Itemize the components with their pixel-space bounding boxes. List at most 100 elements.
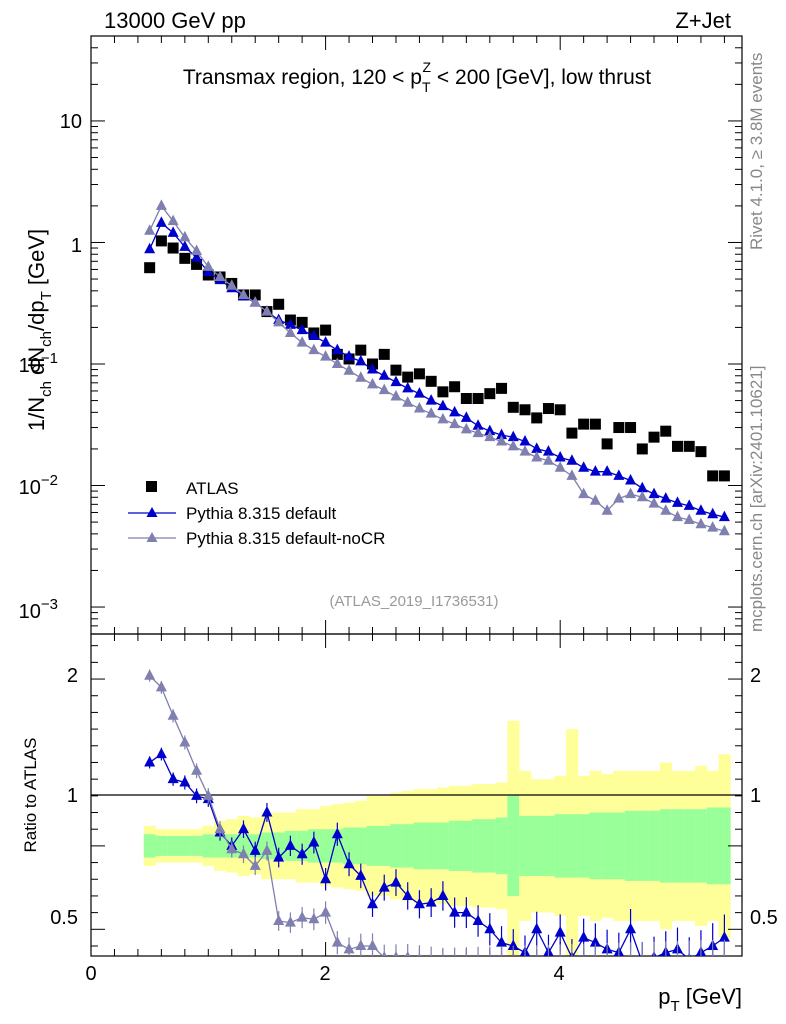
- legend-label-default: Pythia 8.315 default: [186, 504, 337, 523]
- mc-point: [531, 451, 543, 462]
- band-inner-bin: [378, 825, 391, 866]
- mc-point: [155, 199, 167, 210]
- atlas-point: [273, 298, 285, 310]
- ratio-tick-label-1: 1: [67, 785, 78, 807]
- ratio-point: [589, 936, 601, 947]
- ratio-point: [261, 806, 273, 817]
- ratio-point: [590, 956, 601, 967]
- mc-point: [191, 251, 203, 262]
- ratio-tick-label-right-0p5: 0.5: [750, 907, 778, 929]
- mc-point: [707, 507, 719, 519]
- atlas-point: [413, 368, 425, 380]
- atlas-point: [542, 403, 554, 415]
- ratio-y-axis-title: Ratio to ATLAS: [21, 738, 40, 853]
- ratio-point: [660, 956, 671, 967]
- mc-point: [191, 244, 203, 256]
- ratio-point: [531, 922, 543, 934]
- mc-point: [155, 216, 167, 227]
- mc-point: [378, 383, 390, 395]
- atlas-point: [378, 348, 390, 360]
- band-inner-bin: [659, 809, 673, 883]
- atlas-point: [671, 440, 683, 452]
- band-inner-bin: [577, 814, 590, 878]
- mc-point: [601, 504, 613, 515]
- band-inner-bin: [472, 819, 485, 873]
- ratio-point: [320, 906, 332, 917]
- ratio-point: [390, 876, 402, 887]
- mc-point: [144, 224, 156, 235]
- ratio-point: [296, 847, 308, 859]
- ratio-point: [449, 956, 460, 967]
- ratio-point: [543, 956, 554, 967]
- ratio-point: [649, 956, 660, 967]
- ratio-point: [331, 936, 343, 947]
- ratio-point: [284, 839, 296, 850]
- atlas-point: [320, 324, 332, 336]
- ratio-point: [496, 956, 507, 967]
- mc-point: [261, 305, 273, 316]
- mc-point: [542, 454, 554, 465]
- energy-label: 13000 GeV pp: [104, 8, 246, 33]
- band-inner-bin: [354, 827, 368, 865]
- mc-point: [554, 451, 566, 462]
- mc-point: [683, 513, 695, 525]
- mc-point: [214, 270, 226, 281]
- mc-point: [167, 226, 179, 237]
- mc-point: [308, 343, 320, 355]
- mc-point: [507, 439, 519, 451]
- ratio-point: [684, 956, 695, 967]
- ratio-point: [393, 951, 399, 956]
- mc-point: [718, 524, 730, 536]
- mc-point: [202, 260, 214, 271]
- ratio-point: [637, 956, 648, 967]
- ratio-point: [179, 775, 191, 787]
- band-inner-bin: [272, 832, 285, 860]
- band-inner-bin: [718, 807, 731, 885]
- atlas-point: [601, 438, 613, 450]
- ratio-point: [484, 922, 496, 934]
- mcplots-label: mcplots.cern.ch [arXiv:2401.10621]: [747, 366, 766, 632]
- atlas-point: [179, 252, 191, 264]
- band-inner-bin: [167, 835, 180, 856]
- band-inner-bin: [519, 815, 532, 876]
- mc-point: [179, 240, 191, 251]
- mc-point: [695, 504, 707, 515]
- mc-point: [625, 473, 637, 485]
- mc-point: [507, 430, 519, 442]
- mc-point: [390, 375, 402, 387]
- ratio-point: [566, 956, 577, 967]
- ratio-point: [719, 956, 730, 967]
- ratio-point: [707, 956, 718, 967]
- mc-point: [425, 407, 437, 418]
- ratio-point: [355, 939, 367, 950]
- mc-point: [496, 435, 508, 446]
- atlas-point: [249, 289, 261, 301]
- band-inner-bin: [483, 819, 497, 873]
- band-inner-bin: [706, 807, 719, 885]
- mc-point: [660, 492, 672, 503]
- ratio-point: [367, 897, 379, 909]
- atlas-point: [472, 393, 484, 405]
- ratio-point: [520, 956, 531, 967]
- atlas-point: [695, 446, 707, 458]
- mc-point: [718, 510, 730, 522]
- ratio-point: [381, 951, 387, 956]
- atlas-point: [683, 440, 695, 452]
- mc-point: [625, 487, 637, 499]
- atlas-point: [296, 316, 308, 328]
- mc-point: [484, 430, 496, 442]
- mc-point: [355, 371, 367, 382]
- ratio-point: [320, 872, 332, 884]
- mc-point: [566, 454, 578, 465]
- ratio-point: [284, 916, 296, 927]
- main-tick-label-0p01: 10−2: [19, 472, 58, 499]
- mc-point: [484, 424, 496, 436]
- atlas-point: [660, 425, 672, 437]
- ratio-tick-label-right-2: 2: [750, 665, 761, 687]
- atlas-point: [496, 382, 508, 394]
- atlas-point: [507, 401, 519, 413]
- main-series-2: [144, 199, 730, 536]
- legend-label-atlas: ATLAS: [186, 479, 239, 498]
- process-label: Z+Jet: [675, 8, 731, 33]
- ratio-point: [378, 881, 390, 892]
